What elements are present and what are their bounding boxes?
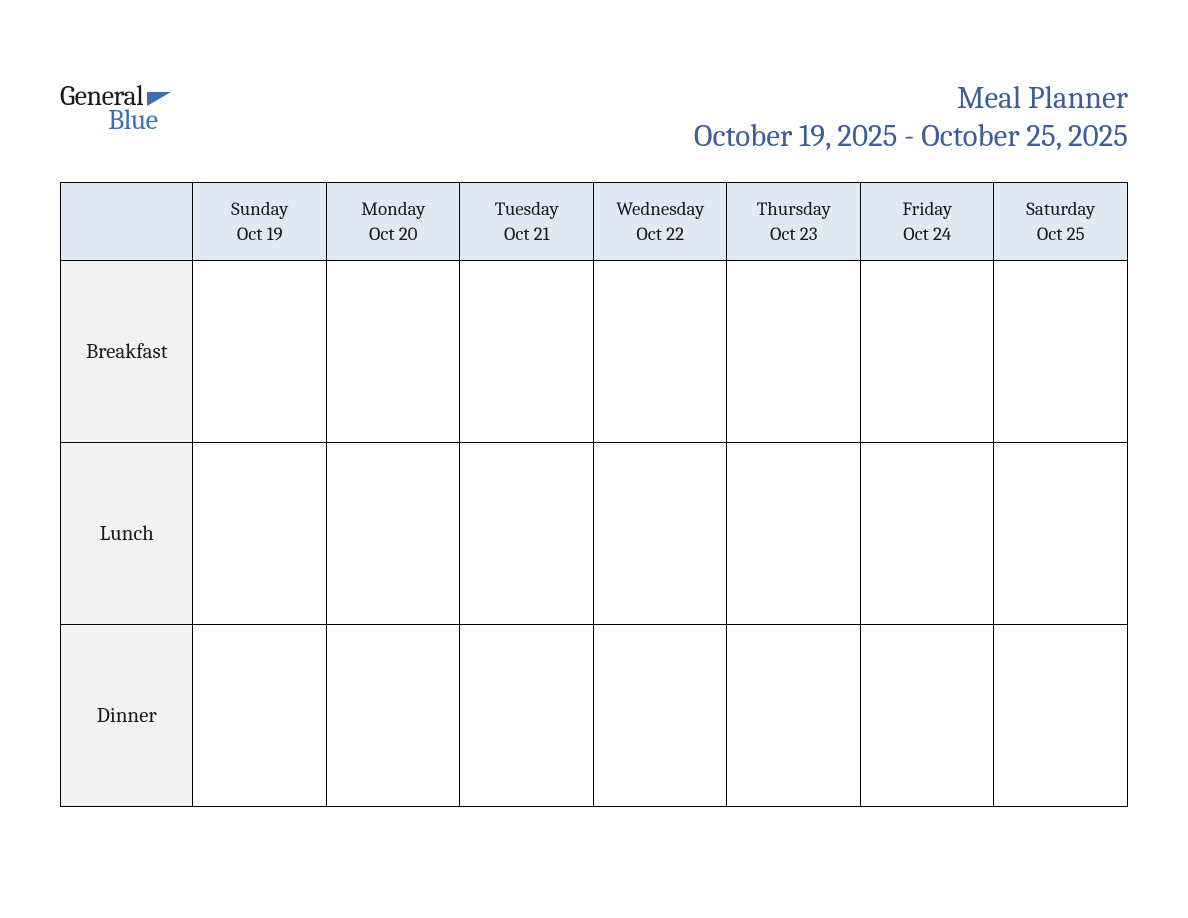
table-corner-cell [61,183,193,261]
meal-cell [860,261,994,443]
meal-cell [460,625,594,807]
meal-cell [994,443,1128,625]
meal-planner-table: Sunday Oct 19 Monday Oct 20 Tuesday Oct … [60,182,1128,807]
logo: General Blue [60,80,171,136]
col-header-friday: Friday Oct 24 [860,183,994,261]
meal-cell [193,261,327,443]
meal-cell [193,443,327,625]
col-header-thursday: Thursday Oct 23 [727,183,861,261]
col-header-monday: Monday Oct 20 [326,183,460,261]
header: General Blue Meal Planner October 19, 20… [60,80,1128,154]
table-header-row: Sunday Oct 19 Monday Oct 20 Tuesday Oct … [61,183,1128,261]
day-date: Oct 24 [865,222,990,247]
meal-cell [193,625,327,807]
date-range: October 19, 2025 - October 25, 2025 [694,118,1128,154]
logo-word-blue: Blue [108,104,157,136]
planner-page: General Blue Meal Planner October 19, 20… [0,0,1188,807]
meal-cell [326,261,460,443]
meal-cell [326,443,460,625]
meal-cell [860,625,994,807]
meal-cell [326,625,460,807]
meal-cell [860,443,994,625]
meal-cell [994,625,1128,807]
col-header-wednesday: Wednesday Oct 22 [593,183,727,261]
row-header-breakfast: Breakfast [61,261,193,443]
col-header-saturday: Saturday Oct 25 [994,183,1128,261]
meal-cell [727,625,861,807]
meal-cell [727,261,861,443]
meal-cell [994,261,1128,443]
day-date: Oct 19 [197,222,322,247]
day-date: Oct 25 [998,222,1123,247]
meal-cell [460,443,594,625]
meal-cell [727,443,861,625]
day-name: Sunday [197,197,322,222]
day-name: Monday [331,197,456,222]
meal-cell [593,443,727,625]
meal-cell [460,261,594,443]
meal-cell [593,625,727,807]
title-block: Meal Planner October 19, 2025 - October … [694,80,1128,154]
page-title: Meal Planner [694,80,1128,116]
day-date: Oct 21 [464,222,589,247]
day-name: Friday [865,197,990,222]
day-date: Oct 22 [598,222,723,247]
day-name: Tuesday [464,197,589,222]
day-date: Oct 20 [331,222,456,247]
table-row-dinner: Dinner [61,625,1128,807]
row-header-lunch: Lunch [61,443,193,625]
day-name: Thursday [731,197,856,222]
col-header-tuesday: Tuesday Oct 21 [460,183,594,261]
day-name: Saturday [998,197,1123,222]
col-header-sunday: Sunday Oct 19 [193,183,327,261]
day-date: Oct 23 [731,222,856,247]
table-row-breakfast: Breakfast [61,261,1128,443]
meal-cell [593,261,727,443]
table-row-lunch: Lunch [61,443,1128,625]
row-header-dinner: Dinner [61,625,193,807]
day-name: Wednesday [598,197,723,222]
